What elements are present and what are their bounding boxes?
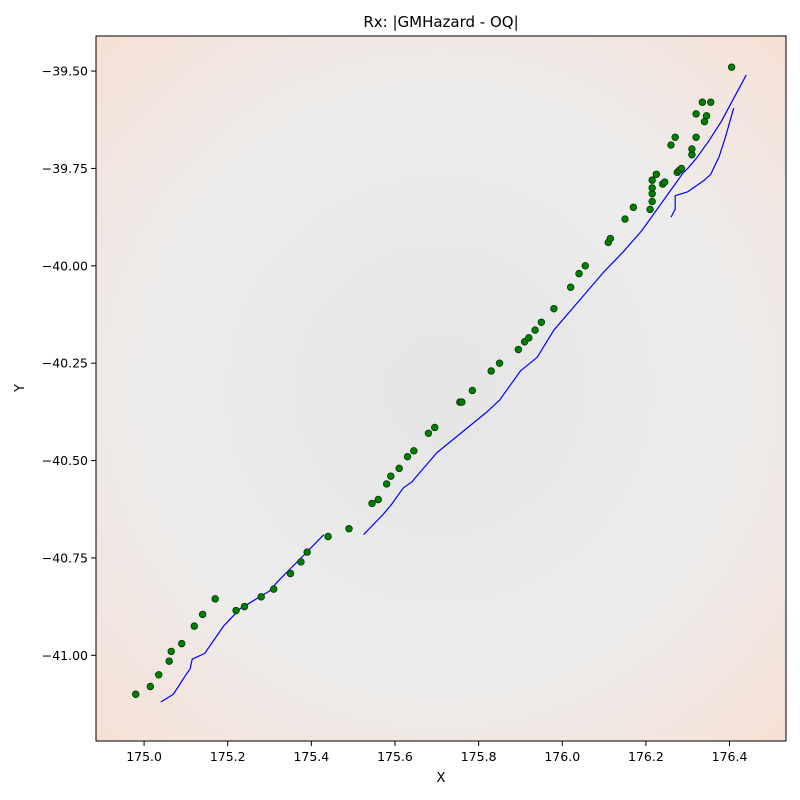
scatter-point-9: [232, 606, 240, 615]
scatter-point-57: [677, 164, 686, 173]
scatter-point-38: [566, 283, 575, 291]
scatter-point-59: [688, 145, 696, 153]
scatter-point-13: [286, 569, 295, 578]
scatter-point-40: [581, 262, 589, 270]
scatter-point-32: [514, 345, 523, 354]
scatter-point-23: [403, 452, 412, 461]
x-tick-label-6: 176.2: [628, 749, 664, 764]
scatter-point-0: [132, 690, 140, 698]
y-tick-label-5: −40.75: [42, 550, 88, 565]
x-tick-label-2: 175.4: [293, 749, 329, 764]
scatter-point-65: [707, 98, 715, 106]
x-tick-label-4: 175.8: [461, 749, 497, 764]
scatter-point-2: [155, 671, 163, 679]
y-tick-label-4: −40.50: [42, 453, 88, 468]
scatter-point-25: [424, 429, 433, 437]
scatter-point-34: [525, 334, 533, 342]
scatter-point-66: [727, 63, 736, 71]
scatter-point-44: [629, 203, 638, 212]
scatter-point-7: [198, 610, 207, 619]
scatter-point-35: [531, 326, 539, 334]
scatter-point-61: [692, 110, 700, 118]
plot-area: [95, 35, 787, 742]
scatter-point-16: [324, 532, 332, 541]
scatter-point-52: [661, 178, 669, 186]
scatter-point-46: [648, 197, 656, 206]
scatter-point-64: [702, 112, 711, 120]
x-axis: 175.0 175.2 175.4 175.6 175.8 176.0 176.2 176.4: [126, 741, 747, 764]
scatter-point-1: [146, 682, 155, 691]
scatter-point-8: [211, 595, 219, 603]
scatter-point-54: [671, 133, 679, 141]
scatter-point-18: [368, 499, 376, 508]
x-tick-label-0: 175.0: [126, 749, 162, 764]
scatter-point-45: [646, 205, 654, 214]
scatter-point-37: [550, 304, 558, 313]
y-tick-label-2: −40.00: [42, 258, 88, 273]
scatter-point-11: [257, 593, 265, 601]
x-axis-label: X: [437, 771, 446, 786]
fault-trace-line-2: [363, 74, 747, 535]
y-axis-label: Y: [13, 384, 28, 393]
scatter-point-62: [698, 98, 707, 106]
scatter-point-19: [374, 495, 382, 504]
scatter-point-53: [667, 141, 675, 149]
scatter-point-42: [606, 234, 615, 243]
fault-trace-line-1: [160, 534, 325, 703]
scatter-point-24: [410, 447, 418, 455]
fault-trace-line-3: [670, 107, 735, 218]
y-tick-label-0: −39.50: [42, 64, 88, 79]
scatter-point-14: [297, 558, 305, 566]
scatter-point-49: [648, 176, 656, 184]
scatter-point-17: [345, 525, 353, 533]
x-tick-label-7: 176.4: [712, 749, 748, 764]
y-tick-label-1: −39.75: [42, 161, 88, 176]
y-axis: −39.50 −39.75 −40.00 −40.25 −40.50 −40.75 −41.…: [42, 64, 96, 663]
x-tick-label-3: 175.6: [377, 749, 413, 764]
scatter-point-43: [621, 215, 629, 223]
scatter-point-26: [431, 423, 439, 432]
x-tick-label-1: 175.2: [210, 749, 246, 764]
scatter-point-15: [303, 548, 311, 556]
scatter-point-39: [575, 269, 583, 278]
scatter-point-36: [537, 318, 546, 326]
scatter-point-31: [495, 359, 504, 367]
scatter-point-60: [692, 133, 700, 141]
scatter-point-29: [468, 386, 477, 395]
scatter-point-21: [387, 472, 395, 480]
scatter-point-3: [165, 657, 173, 665]
series-layer: [132, 63, 747, 703]
scatter-point-5: [178, 639, 186, 648]
scatter-point-48: [648, 184, 656, 192]
scatter-point-6: [190, 622, 198, 630]
scatter-point-20: [382, 480, 391, 488]
y-tick-label-6: −41.00: [42, 648, 88, 663]
scatter-point-12: [270, 585, 278, 593]
scatter-point-22: [395, 464, 403, 473]
scatter-point-50: [652, 170, 661, 178]
plot-frame: [95, 35, 787, 742]
scatter-point-30: [487, 367, 495, 375]
x-tick-label-5: 176.0: [544, 749, 580, 764]
background-dot-overlay: [96, 36, 786, 741]
chart-title: Rx: |GMHazard - OQ|: [363, 13, 518, 31]
scatter-point-10: [240, 602, 249, 611]
scatter-point-4: [167, 647, 175, 656]
y-tick-label-3: −40.25: [42, 356, 88, 371]
scatter-point-28: [458, 398, 466, 406]
